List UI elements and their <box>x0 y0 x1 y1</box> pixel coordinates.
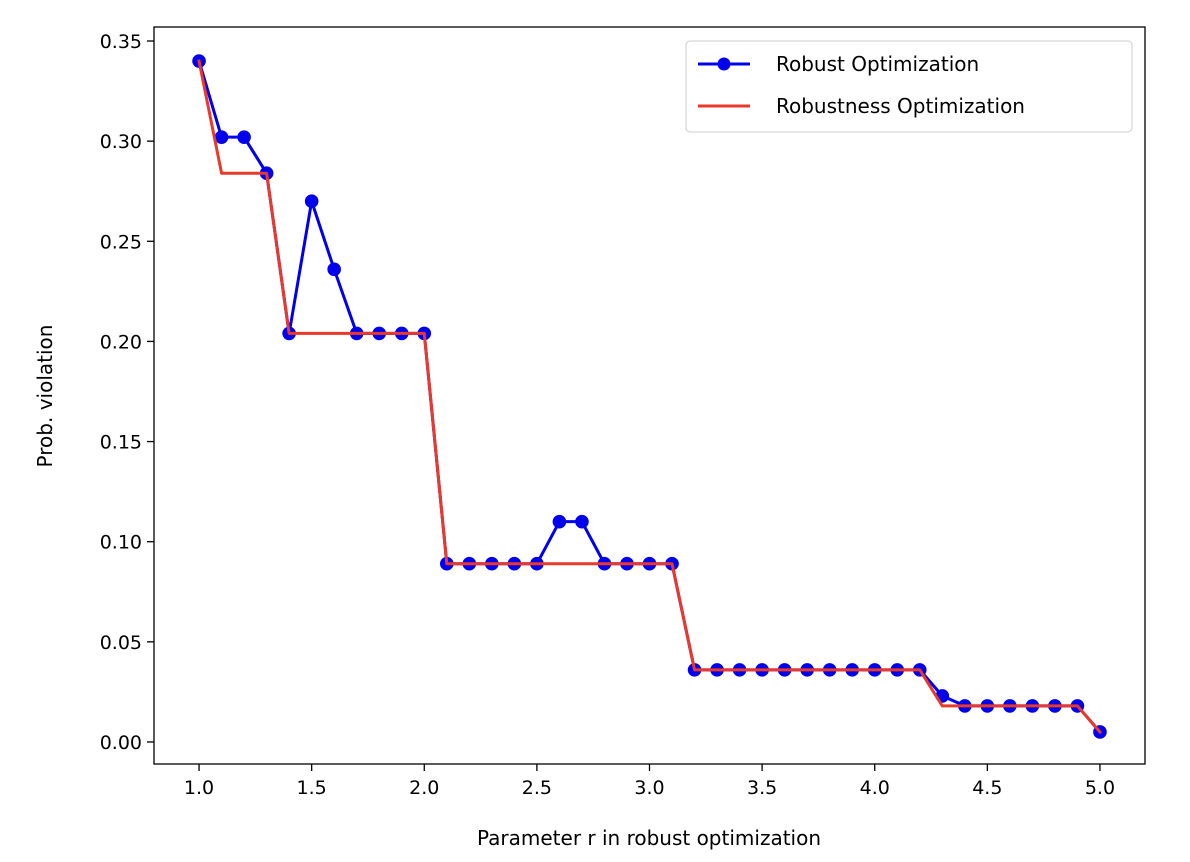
x-tick-label: 1.5 <box>297 777 327 799</box>
series-layer <box>192 54 1107 739</box>
x-tick-label: 2.0 <box>409 777 439 799</box>
x-axis-label: Parameter r in robust optimization <box>477 826 821 850</box>
y-axis-ticks: 0.00 0.05 0.10 0.15 0.20 0.25 0.30 0.35 <box>100 31 154 754</box>
y-tick-label: 0.30 <box>100 131 142 153</box>
data-point-robust-optimization <box>304 194 319 209</box>
x-tick-label: 1.0 <box>184 777 214 799</box>
y-axis-label: Prob. violation <box>33 325 57 468</box>
legend-label-robustness: Robustness Optimization <box>776 94 1025 118</box>
y-tick-label: 0.35 <box>100 31 142 53</box>
legend-box <box>685 40 1133 133</box>
x-tick-label: 3.5 <box>747 777 777 799</box>
x-tick-label: 5.0 <box>1085 777 1115 799</box>
y-tick-label: 0.20 <box>100 331 142 353</box>
y-tick-label: 0.25 <box>100 231 142 253</box>
data-point-robust-optimization <box>552 514 567 529</box>
x-tick-label: 2.5 <box>522 777 552 799</box>
x-axis-ticks: 1.0 1.5 2.0 2.5 3.0 3.5 4.0 4.5 5.0 <box>184 764 1115 799</box>
data-point-robust-optimization <box>575 514 589 529</box>
y-tick-label: 0.05 <box>100 632 142 654</box>
legend-label-robust: Robust Optimization <box>776 52 979 76</box>
x-tick-label: 3.0 <box>634 777 664 799</box>
legend-marker-robust <box>717 57 731 71</box>
y-tick-label: 0.10 <box>100 532 142 554</box>
data-point-robust-optimization <box>327 262 341 277</box>
x-tick-label: 4.0 <box>860 777 890 799</box>
legend: Robust Optimization Robustness Optimizat… <box>685 40 1133 133</box>
y-tick-label: 0.00 <box>100 732 142 754</box>
series-line-robustness-optimization <box>197 59 1103 735</box>
y-tick-label: 0.15 <box>100 432 142 454</box>
data-point-robust-optimization <box>214 130 229 144</box>
data-point-robust-optimization <box>237 130 251 144</box>
x-tick-label: 4.5 <box>972 777 1002 799</box>
